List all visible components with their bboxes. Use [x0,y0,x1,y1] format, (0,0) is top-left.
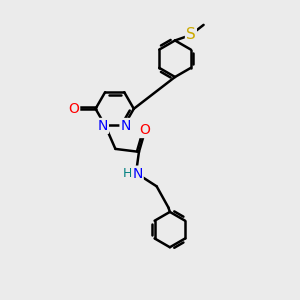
Text: N: N [121,119,131,133]
Text: N: N [98,119,108,133]
Text: O: O [68,102,79,116]
Text: O: O [140,123,151,137]
Text: S: S [186,27,196,42]
Text: N: N [132,167,143,181]
Text: H: H [123,167,133,180]
